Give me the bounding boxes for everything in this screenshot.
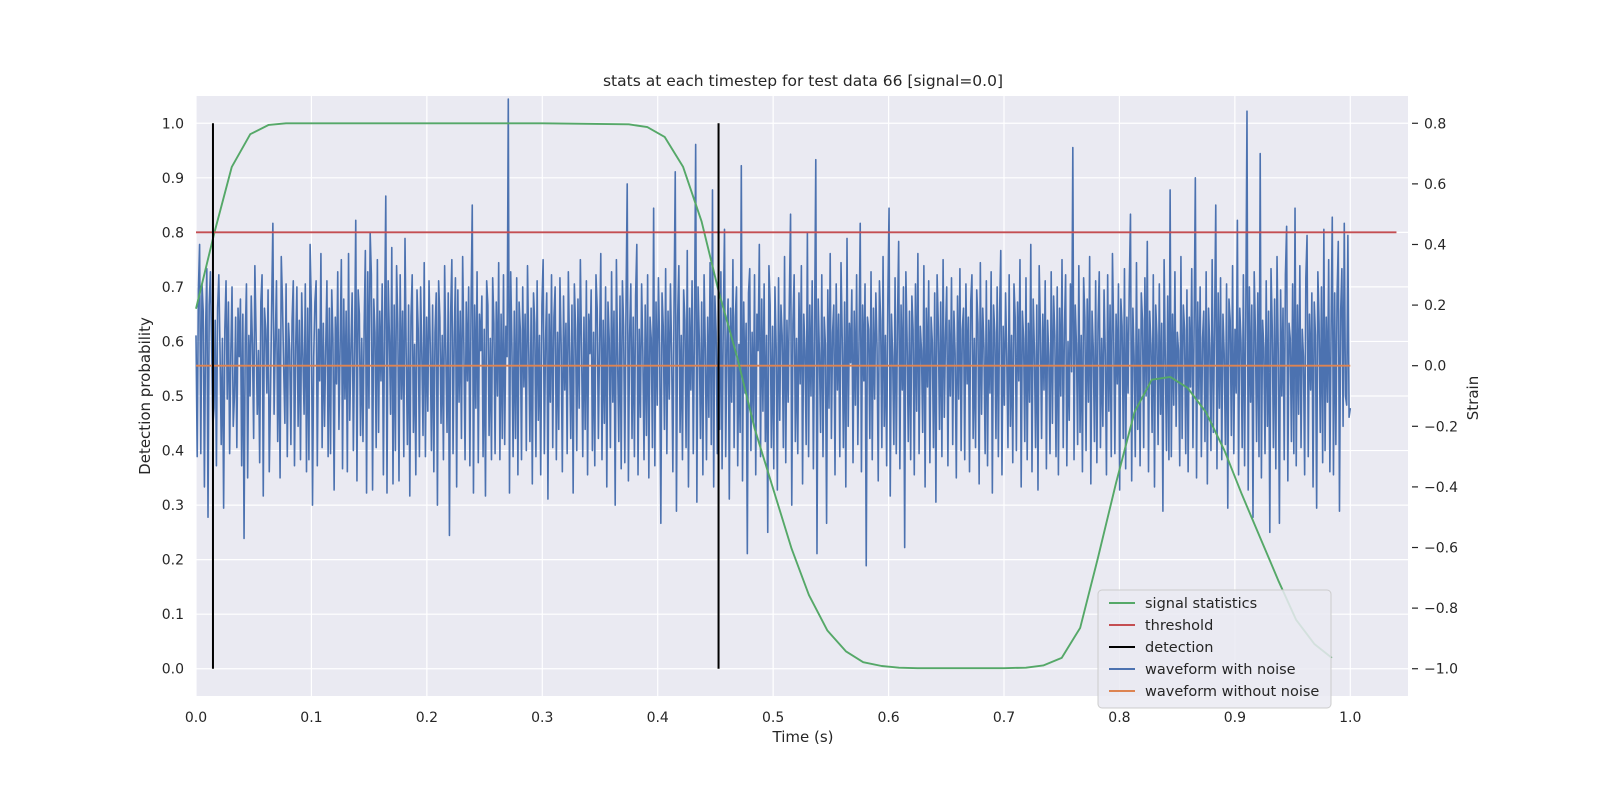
chart-title: stats at each timestep for test data 66 … xyxy=(603,72,1003,90)
legend-entry-label: threshold xyxy=(1145,618,1213,634)
legend: signal statistics threshold detection wavef… xyxy=(1097,589,1332,709)
legend-entry-label: detection xyxy=(1145,640,1213,656)
x-tick-label: 0.4 xyxy=(647,710,669,726)
y-tick-label: 0.6 xyxy=(162,334,184,350)
x-tick-label: 0.0 xyxy=(185,710,207,726)
y2-tick-label: −0.4 xyxy=(1424,480,1458,496)
y-tick-label: 0.8 xyxy=(162,225,184,241)
y2-tick-label: 0.8 xyxy=(1424,116,1446,132)
x-axis-label: Time (s) xyxy=(772,728,834,746)
legend-entry-label: waveform with noise xyxy=(1145,662,1296,678)
y2-tick-label: −1.0 xyxy=(1424,662,1458,678)
signal-statistics-line xyxy=(195,122,1333,670)
y-tick-label: 0.9 xyxy=(162,171,184,187)
y2-tick-label: −0.2 xyxy=(1424,419,1458,435)
legend-entry-label: waveform without noise xyxy=(1145,684,1319,700)
y-tick-label: 0.4 xyxy=(162,444,184,460)
y-tick-label: 0.5 xyxy=(162,389,184,405)
x-tick-label: 0.5 xyxy=(762,710,784,726)
y-tick-labels: 0.0 0.1 0.2 0.3 0.4 0.5 0.6 0.7 0.8 0.9 1.0 xyxy=(162,116,184,677)
y-tick-label: 1.0 xyxy=(162,116,184,132)
waveform-with-noise-line xyxy=(195,98,1352,567)
x-tick-label: 0.7 xyxy=(993,710,1015,726)
y-tick-label: 0.2 xyxy=(162,553,184,569)
legend-entry-label: signal statistics xyxy=(1145,596,1257,612)
y2-tick-label: 0.2 xyxy=(1424,298,1446,314)
legend-box xyxy=(1097,589,1332,709)
x-tick-label: 0.8 xyxy=(1108,710,1130,726)
y-tick-label: 0.7 xyxy=(162,280,184,296)
x-tick-label: 0.3 xyxy=(531,710,553,726)
y2-tick-label: −0.6 xyxy=(1424,541,1458,557)
x-tick-label: 0.1 xyxy=(300,710,322,726)
y2-tick-label: 0.0 xyxy=(1424,359,1446,375)
x-tick-label: 0.6 xyxy=(877,710,899,726)
x-tick-label: 0.9 xyxy=(1224,710,1246,726)
y-axis-label: Detection probability xyxy=(136,317,154,475)
y2-tick-label: 0.4 xyxy=(1424,237,1446,253)
x-tick-labels: 0.0 0.1 0.2 0.3 0.4 0.5 0.6 0.7 0.8 0.9 1.0 xyxy=(185,710,1362,726)
series-layer xyxy=(195,98,1397,670)
y2-tick-labels: −1.0 −0.8 −0.6 −0.4 −0.2 0.0 0.2 0.4 0.6 0.8 xyxy=(1412,116,1458,678)
y2-axis-label: Strain xyxy=(1464,376,1482,420)
x-tick-label: 1.0 xyxy=(1339,710,1361,726)
x-tick-label: 0.2 xyxy=(416,710,438,726)
y-tick-label: 0.3 xyxy=(162,498,184,514)
y2-tick-label: −0.8 xyxy=(1424,601,1458,617)
y2-tick-label: 0.6 xyxy=(1424,177,1446,193)
y-tick-label: 0.1 xyxy=(162,607,184,623)
y-tick-label: 0.0 xyxy=(162,662,184,678)
